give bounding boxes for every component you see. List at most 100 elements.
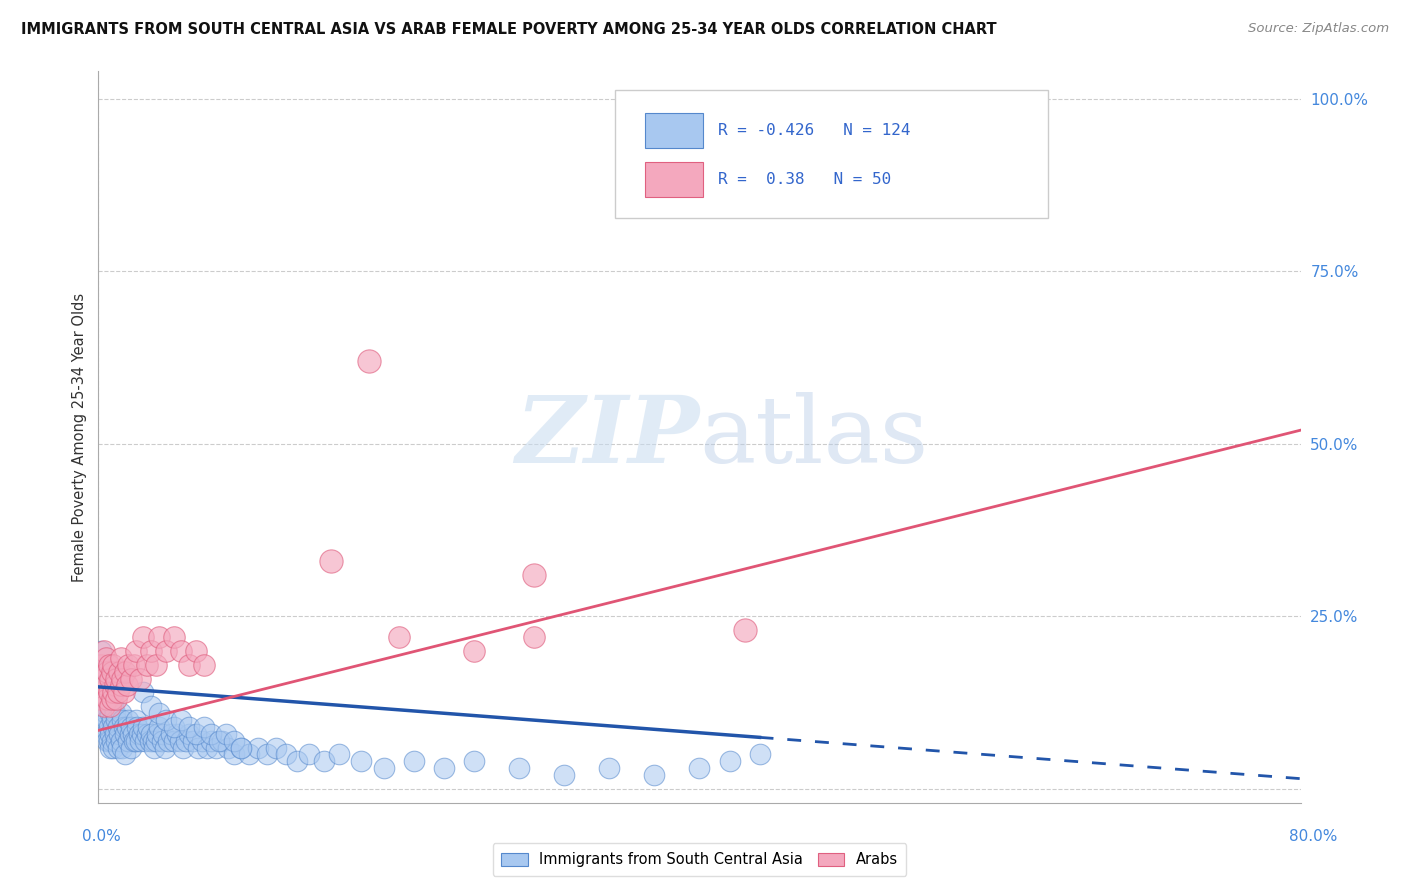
Point (93, 644, 115, 658)
Point (110, 733, 132, 747)
Point (93, 699, 115, 714)
Point (93, 720, 115, 734)
Point (463, 644, 485, 658)
Point (105, 692, 128, 706)
Point (193, 657, 215, 672)
Point (94, 651, 117, 665)
Point (148, 720, 170, 734)
Point (134, 733, 156, 747)
Point (132, 685, 155, 699)
Point (91, 713, 114, 727)
Point (112, 685, 135, 699)
Point (523, 630, 546, 644)
Point (117, 733, 139, 747)
Point (127, 720, 149, 734)
Point (100, 727, 122, 741)
Point (96, 713, 118, 727)
Point (169, 733, 191, 747)
Point (162, 733, 184, 747)
Point (285, 755, 308, 769)
Point (100, 699, 122, 714)
Point (110, 706, 132, 720)
Point (276, 747, 298, 762)
Point (112, 720, 135, 734)
Text: R = -0.426   N = 124: R = -0.426 N = 124 (717, 123, 910, 138)
Point (523, 568, 546, 582)
Point (402, 755, 425, 769)
Point (138, 733, 160, 747)
Point (195, 740, 218, 755)
Point (128, 727, 150, 741)
Point (658, 188, 681, 202)
Point (121, 740, 143, 755)
Point (107, 720, 129, 734)
Point (139, 699, 162, 714)
Point (463, 755, 485, 769)
Point (135, 727, 157, 741)
Point (105, 713, 128, 727)
Point (93, 678, 115, 692)
Point (103, 657, 125, 672)
Point (125, 644, 148, 658)
Point (181, 733, 204, 747)
Point (110, 651, 132, 665)
Text: atlas: atlas (700, 392, 929, 482)
Point (101, 713, 124, 727)
Point (97, 685, 120, 699)
Point (222, 733, 245, 747)
Point (100, 740, 122, 755)
Point (107, 685, 129, 699)
Point (231, 740, 253, 755)
Point (94, 678, 117, 692)
Point (103, 720, 125, 734)
Point (155, 644, 177, 658)
Point (193, 720, 215, 734)
Point (170, 644, 193, 658)
Y-axis label: Female Poverty Among 25-34 Year Olds: Female Poverty Among 25-34 Year Olds (72, 293, 87, 582)
Point (104, 706, 127, 720)
Point (89, 692, 111, 706)
Point (211, 733, 233, 747)
Point (96, 733, 118, 747)
Point (97, 657, 120, 672)
FancyBboxPatch shape (645, 113, 703, 148)
Point (145, 657, 167, 672)
Point (121, 720, 143, 734)
Point (117, 713, 139, 727)
FancyBboxPatch shape (645, 162, 703, 197)
Point (129, 733, 152, 747)
Point (111, 713, 134, 727)
Point (90, 657, 112, 672)
Point (97, 733, 120, 747)
Point (145, 733, 167, 747)
Point (135, 657, 157, 672)
Point (156, 733, 179, 747)
Point (90, 699, 112, 714)
Point (94, 706, 117, 720)
Point (748, 747, 770, 762)
Point (90, 672, 112, 686)
Point (553, 768, 575, 782)
Point (208, 733, 231, 747)
Point (111, 740, 134, 755)
Point (125, 713, 148, 727)
Point (132, 720, 155, 734)
Point (215, 727, 238, 741)
Text: IMMIGRANTS FROM SOUTH CENTRAL ASIA VS ARAB FEMALE POVERTY AMONG 25-34 YEAR OLDS : IMMIGRANTS FROM SOUTH CENTRAL ASIA VS AR… (21, 22, 997, 37)
Point (111, 672, 134, 686)
Point (184, 644, 207, 658)
Point (89, 657, 111, 672)
Point (718, 755, 741, 769)
Point (97, 699, 120, 714)
Point (108, 665, 131, 679)
Point (170, 713, 193, 727)
Point (107, 740, 129, 755)
Point (200, 733, 222, 747)
Point (97, 720, 120, 734)
Point (264, 740, 287, 755)
Point (177, 727, 200, 741)
Point (222, 747, 245, 762)
Point (93, 699, 115, 714)
Text: Source: ZipAtlas.com: Source: ZipAtlas.com (1249, 22, 1389, 36)
Point (166, 727, 188, 741)
